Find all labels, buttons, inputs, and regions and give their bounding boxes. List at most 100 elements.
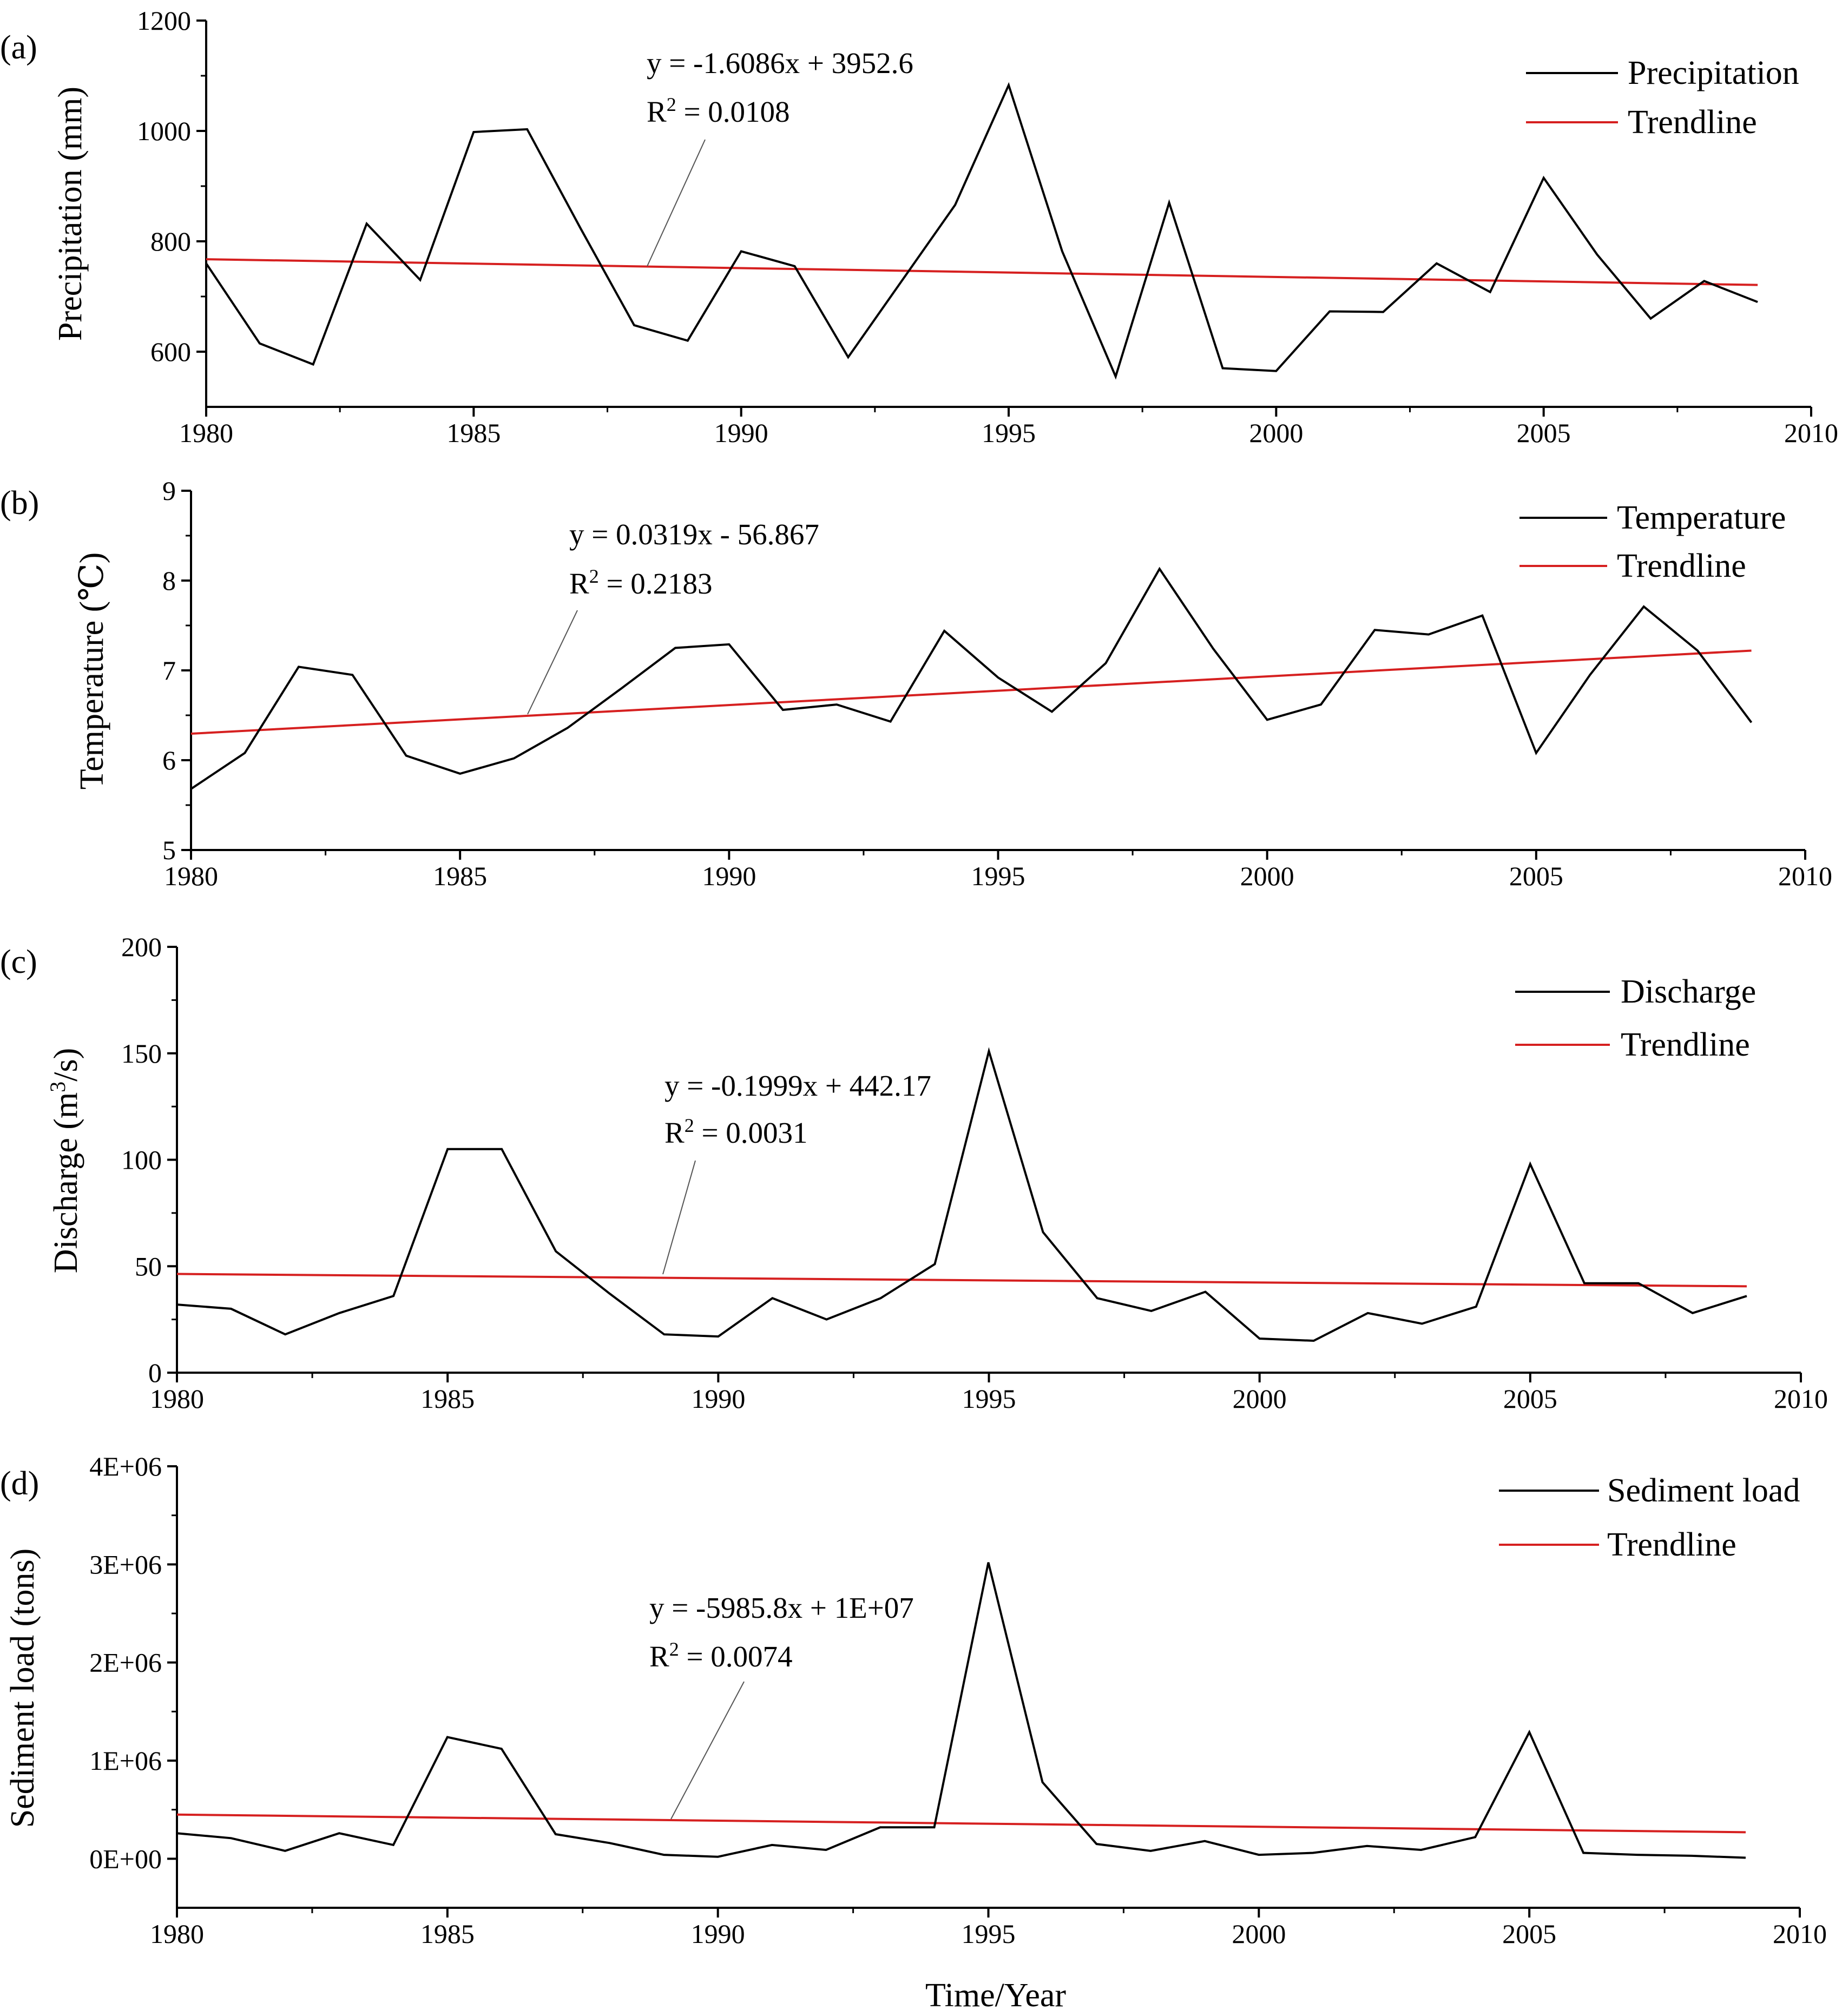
legend-label-series: Discharge (1621, 973, 1756, 1010)
equation-leader-line (527, 610, 578, 715)
x-tick-label: 2010 (1784, 418, 1838, 448)
x-tick-label: 1995 (982, 418, 1036, 448)
y-tick-label: 1200 (137, 5, 191, 36)
legend-label-trendline: Trendline (1617, 548, 1746, 584)
r-squared: R2 = 0.2183 (569, 565, 712, 600)
panel-label: (d) (0, 1465, 39, 1502)
y-axis-title-part: Discharge (m (48, 1092, 84, 1274)
legend-label-trendline: Trendline (1621, 1026, 1750, 1063)
panel-label: (c) (0, 944, 37, 980)
y-tick-label: 150 (121, 1038, 162, 1069)
legend-label-series: Precipitation (1628, 55, 1799, 91)
y-tick-label: 800 (150, 226, 191, 256)
x-tick-label: 1990 (691, 1919, 745, 1949)
x-tick-label: 1980 (179, 418, 233, 448)
equation-leader-line (670, 1681, 745, 1820)
data-series-line (190, 566, 1753, 790)
y-tick-label: 9 (162, 476, 176, 506)
x-tick-label: 2005 (1503, 1383, 1557, 1414)
x-tick-label: 1985 (420, 1383, 475, 1414)
r-squared-prefix: R (649, 1640, 669, 1673)
x-tick-label: 2005 (1502, 1919, 1556, 1949)
trendline (206, 258, 1758, 286)
r-squared-prefix: R (569, 567, 589, 600)
y-tick-label: 0E+00 (89, 1843, 162, 1874)
r-squared: R2 = 0.0031 (665, 1115, 807, 1149)
data-series-line (176, 1047, 1747, 1342)
r-squared-superscript: 2 (589, 565, 599, 587)
x-tick-label: 1985 (433, 861, 487, 891)
x-tick-label: 1995 (962, 1383, 1016, 1414)
y-axis-title: Sediment load (tons) (4, 1549, 41, 1828)
legend: Temperature Trendline (1519, 499, 1786, 584)
x-tick-label: 1995 (962, 1919, 1016, 1949)
r-squared-superscript: 2 (685, 1115, 694, 1136)
y-tick-label: 50 (135, 1251, 162, 1281)
r-squared: R2 = 0.0074 (649, 1638, 792, 1673)
data-series-line (176, 1562, 1746, 1859)
legend: Sediment load Trendline (1499, 1472, 1800, 1563)
trend-equation: y = -1.6086x + 3952.6 (647, 47, 913, 80)
equation-leader-line (662, 1160, 696, 1275)
x-tick-label: 2000 (1233, 1383, 1287, 1414)
x-tick-label: 2000 (1249, 418, 1303, 448)
panel-c: (c) 1980 1985 1990 1995 2000 2005 2010 0 50 100 150… (0, 932, 1828, 1414)
y-tick-label: 1000 (137, 116, 191, 146)
legend-label-series: Temperature (1617, 499, 1786, 536)
y-axis-title: Discharge (m3/s) (45, 1048, 85, 1274)
equation-leader-line (647, 139, 706, 267)
legend-label-series: Sediment load (1607, 1472, 1800, 1509)
y-tick-label: 8 (162, 565, 176, 596)
r-squared-prefix: R (647, 95, 667, 128)
y-tick-label: 3E+06 (89, 1549, 162, 1579)
x-tick-label: 2010 (1774, 1383, 1828, 1414)
y-tick-label: 0 (148, 1358, 162, 1388)
y-axis-title-part: /s) (48, 1048, 84, 1082)
legend: Discharge Trendline (1515, 973, 1756, 1063)
legend: Precipitation Trendline (1526, 55, 1799, 141)
r-squared-value: = 0.0031 (694, 1116, 808, 1149)
trend-equation: y = 0.0319x - 56.867 (569, 518, 819, 551)
x-tick-label: 1980 (150, 1383, 204, 1414)
x-tick-label: 1985 (420, 1919, 475, 1949)
trend-equation: y = -0.1999x + 442.17 (665, 1069, 931, 1102)
x-tick-label: 1980 (150, 1919, 204, 1949)
x-tick-label: 1985 (446, 418, 501, 448)
trend-equation: y = -5985.8x + 1E+07 (649, 1591, 914, 1624)
trendline (176, 1813, 1746, 1834)
r-squared: R2 = 0.0108 (647, 94, 790, 128)
data-series-line (205, 82, 1758, 380)
panel-b: (b) 1980 1985 1990 1995 2000 2005 2010 5 6 7 8 9 Temp… (0, 476, 1832, 891)
panel-a: (a) 1980 1985 1990 1995 2000 2005 2010 600 800 100… (0, 5, 1838, 448)
x-tick-label: 1990 (714, 418, 768, 448)
panel-label: (b) (0, 485, 39, 522)
trendline (176, 1273, 1747, 1288)
y-tick-label: 2E+06 (89, 1648, 162, 1678)
legend-label-trendline: Trendline (1628, 104, 1757, 141)
legend-label-trendline: Trendline (1607, 1526, 1736, 1563)
y-axis-title: Precipitation (mm) (52, 87, 89, 341)
y-tick-label: 6 (162, 745, 176, 775)
r-squared-superscript: 2 (669, 1638, 679, 1660)
y-tick-label: 4E+06 (89, 1451, 162, 1481)
y-tick-label: 1E+06 (89, 1745, 162, 1776)
y-axis-title: Temperature (℃) (74, 552, 110, 790)
x-tick-label: 1990 (691, 1383, 745, 1414)
r-squared-value: = 0.0074 (679, 1640, 793, 1673)
r-squared-value: = 0.2183 (599, 567, 713, 600)
panel-label: (a) (0, 29, 37, 66)
y-axis-title-superscript: 3 (45, 1082, 70, 1092)
x-tick-label: 2010 (1778, 861, 1832, 891)
panel-d: (d) 1980 1985 1990 1995 2000 2005 2010 0E+00 1E+0… (0, 1451, 1827, 1949)
x-tick-label: 1980 (164, 861, 218, 891)
x-tick-label: 2005 (1517, 418, 1571, 448)
r-squared-superscript: 2 (667, 94, 676, 115)
y-tick-label: 100 (121, 1145, 162, 1175)
x-tick-label: 1995 (971, 861, 1025, 891)
y-tick-label: 7 (162, 655, 176, 686)
x-tick-label: 2005 (1509, 861, 1563, 891)
x-tick-label: 2000 (1240, 861, 1294, 891)
x-tick-label: 1990 (702, 861, 756, 891)
y-tick-label: 5 (162, 835, 176, 865)
